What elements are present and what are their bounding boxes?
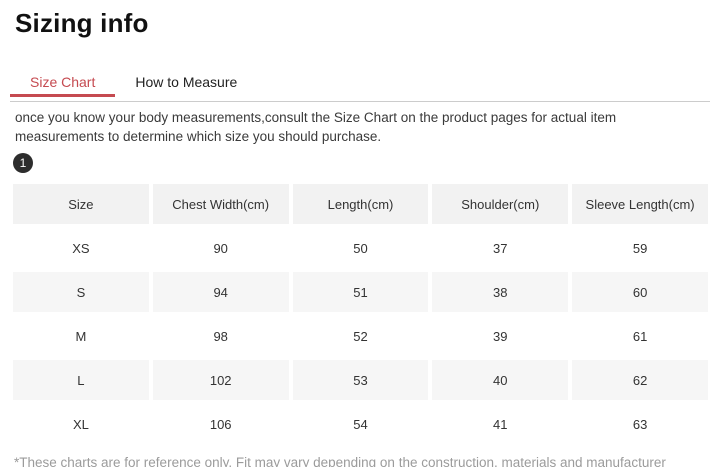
page-title: Sizing info <box>15 8 149 38</box>
column-header-length: Length(cm) <box>292 184 429 224</box>
cell-length: 53 <box>292 360 429 400</box>
step-1-badge: 1 <box>13 153 33 173</box>
cell-chest-width: 102 <box>152 360 289 400</box>
intro-text: once you know your body measurements,con… <box>15 110 617 144</box>
cell-chest-width: 98 <box>213 328 228 344</box>
column-header-sleeve-length: Sleeve Length(cm) <box>572 184 708 224</box>
cell-chest-width: 90 <box>213 240 228 256</box>
column-header-size: Size <box>13 184 149 224</box>
cell-length: 54 <box>353 416 368 432</box>
size-chart-table: Size Chest Width(cm) Length(cm) Shoulder… <box>9 180 712 448</box>
column-header-shoulder: Shoulder(cm) <box>432 184 569 224</box>
reference-disclaimer: *These charts are for reference only. Fi… <box>14 455 666 467</box>
cell-shoulder: 41 <box>493 416 508 432</box>
cell-size: XS <box>72 240 90 256</box>
tab-bar: Size Chart How to Measure <box>10 74 710 102</box>
cell-length: 51 <box>292 272 429 312</box>
cell-shoulder: 38 <box>432 272 569 312</box>
cell-sleeve-length: 61 <box>632 328 648 344</box>
cell-shoulder: 37 <box>493 240 508 256</box>
tab-size-chart[interactable]: Size Chart <box>10 74 116 101</box>
cell-length: 50 <box>353 240 368 256</box>
table-row-m: M 98 52 39 61 <box>13 316 708 356</box>
cell-chest-width: 106 <box>209 416 232 432</box>
cell-sleeve-length: 60 <box>572 272 708 312</box>
cell-sleeve-length: 59 <box>632 240 648 256</box>
table-row-xs: XS 90 50 37 59 <box>13 228 708 268</box>
cell-chest-width: 94 <box>152 272 289 312</box>
cell-sleeve-length: 62 <box>572 360 708 400</box>
cell-shoulder: 40 <box>432 360 569 400</box>
cell-size: S <box>13 272 149 312</box>
cell-shoulder: 39 <box>493 328 508 344</box>
cell-size: M <box>75 328 87 344</box>
cell-size: L <box>13 360 149 400</box>
cell-size: XL <box>72 416 89 432</box>
cell-length: 52 <box>353 328 368 344</box>
table-row-s: S 94 51 38 60 <box>13 272 708 312</box>
table-header-row: Size Chest Width(cm) Length(cm) Shoulder… <box>13 184 708 224</box>
table-row-l: L 102 53 40 62 <box>13 360 708 400</box>
cell-sleeve-length: 63 <box>632 416 648 432</box>
column-header-chest-width: Chest Width(cm) <box>152 184 289 224</box>
tab-how-to-measure[interactable]: How to Measure <box>135 74 238 90</box>
table-row-xl: XL 106 54 41 63 <box>13 404 708 444</box>
